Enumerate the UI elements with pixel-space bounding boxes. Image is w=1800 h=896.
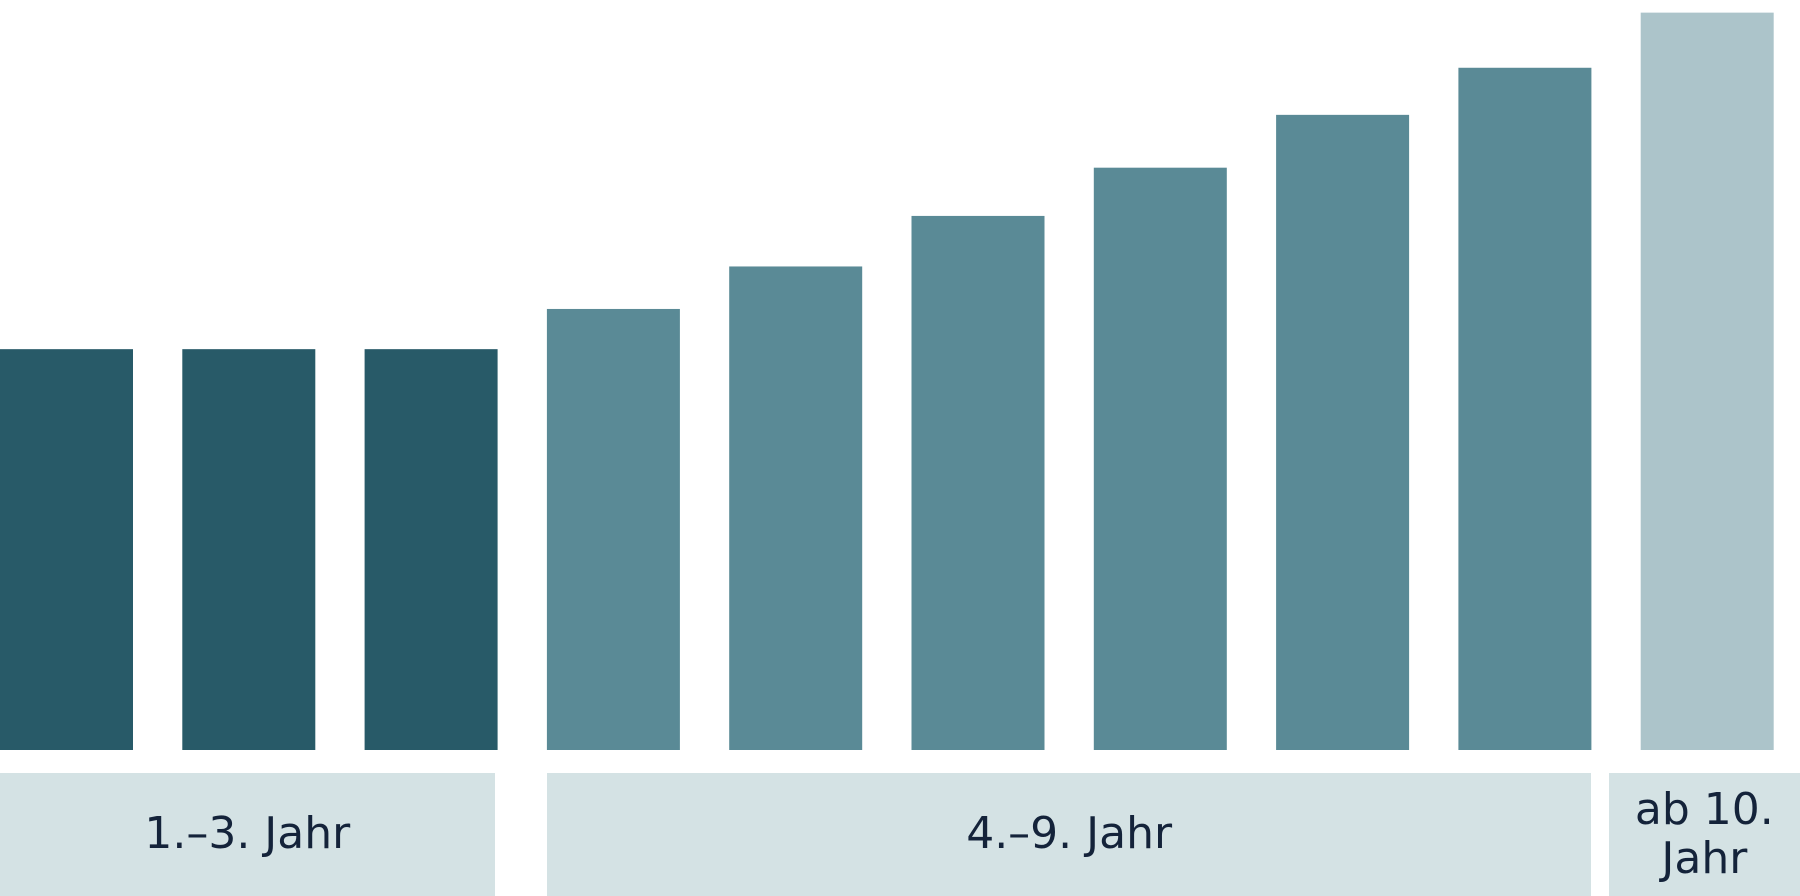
- bar: [182, 349, 316, 750]
- group-label: ab 10. Jahr: [1608, 773, 1800, 896]
- bar: [1640, 12, 1774, 751]
- bar: [364, 349, 498, 750]
- bar: [1276, 114, 1410, 751]
- bar: [1458, 67, 1592, 751]
- group-label: 4.–9. Jahr: [546, 773, 1592, 896]
- bar: [0, 349, 133, 750]
- group-label: 1.–3. Jahr: [0, 773, 495, 896]
- bar: [546, 308, 680, 750]
- bar: [1093, 167, 1227, 750]
- bar: [911, 215, 1045, 750]
- bar: [729, 266, 863, 750]
